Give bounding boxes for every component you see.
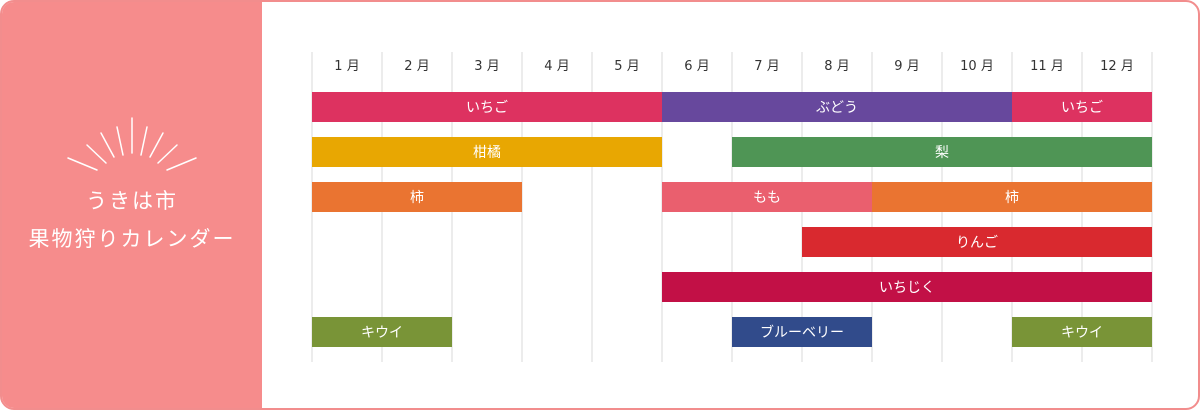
season-bar-label: ブルーベリー	[760, 324, 844, 341]
season-bar-label: りんご	[956, 235, 998, 251]
month-label: 2 月	[404, 59, 429, 74]
month-label: 7 月	[754, 59, 779, 74]
season-bar-label: もも	[753, 190, 781, 206]
sunburst-decoration	[67, 117, 197, 171]
season-bar	[312, 137, 662, 167]
month-label: 4 月	[544, 59, 569, 74]
season-bar	[312, 92, 662, 122]
season-bar	[662, 92, 1012, 122]
season-bar	[732, 317, 872, 347]
month-label: 6 月	[684, 59, 709, 74]
month-label: 12 月	[1100, 59, 1134, 74]
season-bar	[662, 182, 872, 212]
season-bar	[802, 227, 1152, 257]
season-bar-label: 柑橘	[473, 145, 501, 161]
season-bar-label: いちじく	[879, 280, 935, 296]
month-label: 3 月	[474, 59, 499, 74]
season-bar-label: 柿	[410, 189, 424, 206]
title-panel: うきは市 果物狩りカレンダー	[2, 2, 262, 408]
month-label: 5 月	[614, 59, 639, 74]
season-bar	[662, 272, 1152, 302]
season-bar	[312, 182, 522, 212]
season-bar	[872, 182, 1152, 212]
season-bar-label: いちご	[1061, 100, 1103, 116]
season-bar	[1012, 92, 1152, 122]
season-bar-label: いちご	[466, 100, 508, 116]
season-bar-label: 梨	[935, 145, 949, 161]
month-label: 10 月	[960, 59, 994, 74]
month-label: 11 月	[1030, 59, 1064, 74]
season-bar	[312, 317, 452, 347]
month-label: 1 月	[334, 59, 359, 74]
season-bar-label: キウイ	[1061, 325, 1103, 341]
month-label: 9 月	[894, 59, 919, 74]
season-bar	[732, 137, 1152, 167]
season-bar-label: ぶどう	[816, 100, 858, 116]
harvest-calendar-chart: 1 月 2 月 3 月 4 月 5 月 6 月 7 月 8 月 9 月 10 月 11 月 12 月い…	[311, 52, 1153, 362]
calendar-title-line1: うきは市	[86, 189, 178, 213]
calendar-title-line2: 果物狩りカレンダー	[28, 227, 236, 251]
season-bar-label: 柿	[1005, 189, 1019, 206]
season-bar-label: キウイ	[361, 325, 403, 341]
season-bar	[1012, 317, 1152, 347]
month-label: 8 月	[824, 59, 849, 74]
